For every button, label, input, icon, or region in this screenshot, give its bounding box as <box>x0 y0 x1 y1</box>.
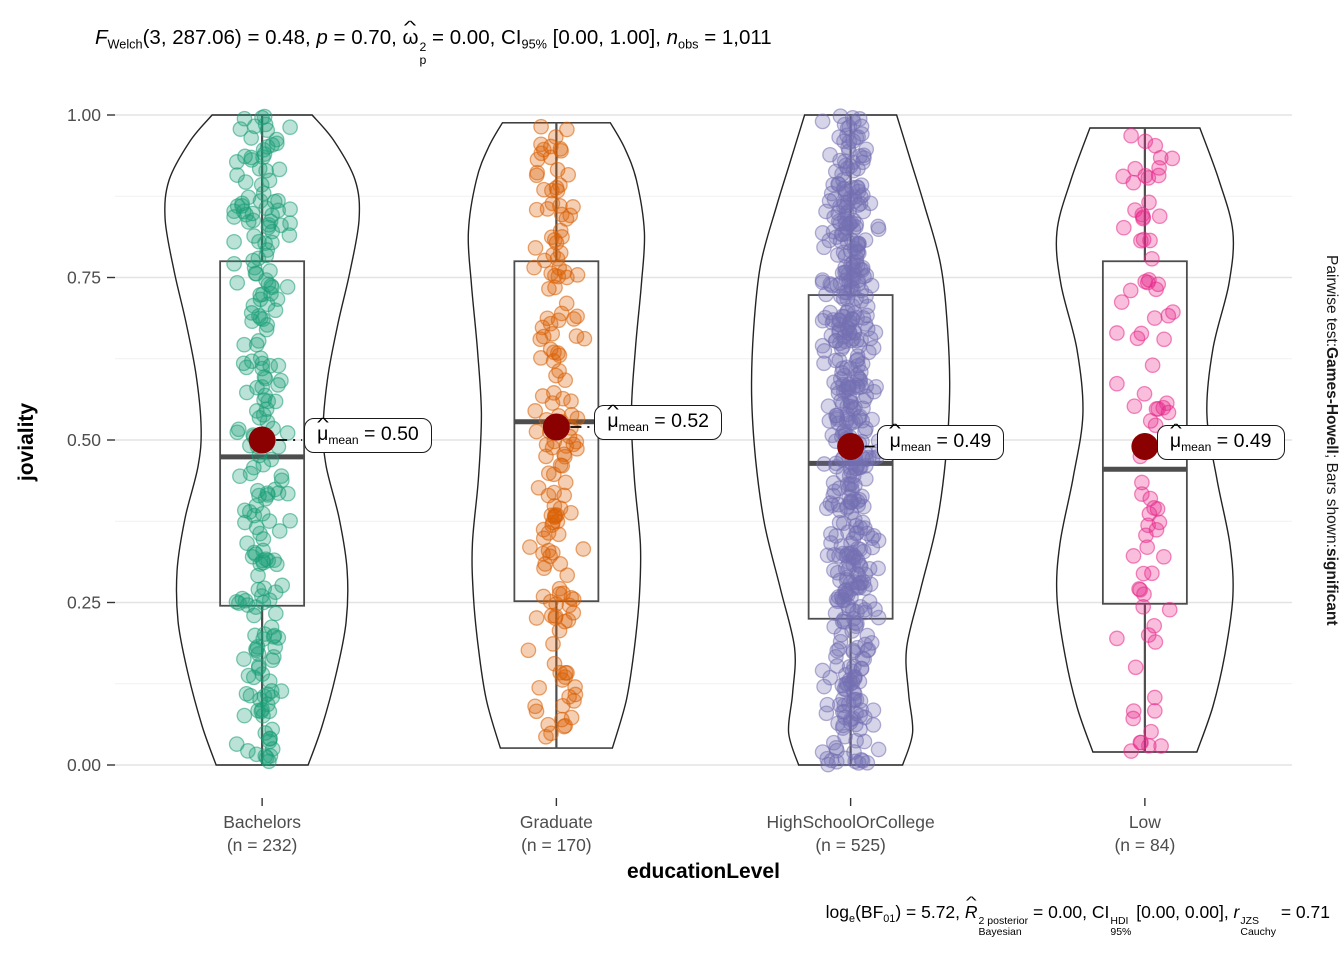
mean-value-label: ^ μmean = 0.49 <box>876 423 1005 460</box>
y-tick-label: 0.00 <box>67 755 101 775</box>
group-HighSchoolOrCollege <box>750 108 951 773</box>
jitter-points <box>1109 127 1181 759</box>
x-tick-label-category: HighSchoolOrCollege <box>766 812 934 832</box>
bayesian-stats-caption: loge(BF01) = 5.72, ^ R 2 posterior Bayesian… <box>825 895 1330 938</box>
group-Graduate <box>467 118 646 749</box>
violin-outline <box>1055 127 1235 753</box>
x-tick-label-count: (n = 232) <box>227 835 298 855</box>
y-axis-title: joviality <box>15 402 38 482</box>
group-Low <box>1055 127 1235 759</box>
x-axis-title: educationLevel <box>627 860 780 883</box>
y-tick-label: 0.75 <box>67 268 101 288</box>
x-tick-label-count: (n = 170) <box>521 835 592 855</box>
violin-outline <box>164 114 361 766</box>
y-tick-label: 0.50 <box>67 430 101 450</box>
jitter-points <box>520 118 593 745</box>
y-tick-label: 1.00 <box>67 105 101 125</box>
x-tick-label-count: (n = 84) <box>1114 835 1175 855</box>
x-tick-label-category: Graduate <box>520 812 593 832</box>
mean-dot <box>837 433 865 460</box>
x-tick-label-count: (n = 525) <box>815 835 886 855</box>
x-tick-label-category: Low <box>1129 812 1161 832</box>
group-Bachelors <box>164 108 361 770</box>
mean-value-label: ^ μmean = 0.52 <box>594 403 723 441</box>
y-tick-label: 0.25 <box>67 593 101 613</box>
mean-value-label: ^ μmean = 0.50 <box>304 416 432 454</box>
jitter-points <box>814 108 887 773</box>
violin-outline <box>750 114 951 766</box>
x-tick-label-category: Bachelors <box>223 812 301 832</box>
mean-dot <box>248 426 276 454</box>
mean-dot <box>1131 433 1159 460</box>
mean-dot <box>542 413 570 441</box>
pairwise-test-annotation: Pairwise test: Games-Howell; Bars shown:… <box>1323 254 1340 626</box>
axis-ticks: 1.00 0.75 0.50 0.25 0.00 Bachelors (n = 232) Gr… <box>67 105 1175 855</box>
violin-outline <box>467 122 646 749</box>
mean-value-label: ^ μmean = 0.49 <box>1156 423 1285 460</box>
jitter-points <box>226 108 298 770</box>
frequentist-stats-title: FWelch(3, 287.06) = 0.48, p = 0.70, ^ ω 2 p… <box>95 18 772 67</box>
